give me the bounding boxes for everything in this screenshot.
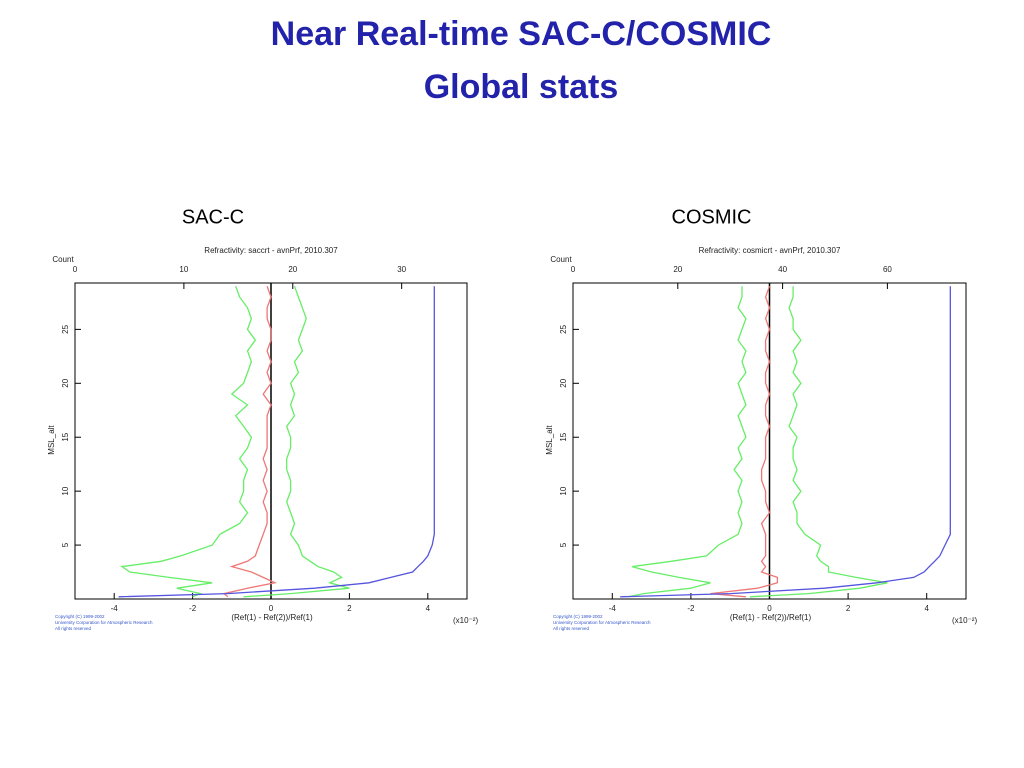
y-tick-label: 5 <box>559 542 568 547</box>
profile-line <box>749 286 888 598</box>
copyright: University Corporation for Atmospheric R… <box>553 620 651 625</box>
y-tick-label: 15 <box>61 432 70 441</box>
y-axis-label: MSL_alt <box>47 425 56 455</box>
profile-line <box>710 285 779 598</box>
slide-title: Global stats <box>424 68 619 106</box>
copyright: Copyright (C) 1999-2002 <box>553 614 603 619</box>
x2-tick-label: 20 <box>288 265 297 274</box>
x-tick-label: -2 <box>687 604 695 613</box>
copyright: Copyright (C) 1999-2002 <box>55 614 105 619</box>
x2-tick-label: 20 <box>673 265 682 274</box>
y-axis-label: MSL_alt <box>545 425 554 455</box>
slide-title: Near Real-time SAC-C/COSMIC <box>271 15 772 53</box>
y-tick-label: 5 <box>61 542 70 547</box>
y-tick-label: 25 <box>559 324 568 333</box>
x-tick-label: 2 <box>347 604 352 613</box>
copyright: All rights reserved <box>55 626 92 631</box>
section-heading: SAC-C <box>182 206 244 228</box>
x2-tick-label: 60 <box>883 265 892 274</box>
profile-line <box>222 285 277 598</box>
y-tick-label: 15 <box>559 432 568 441</box>
copyright: All rights reserved <box>553 626 590 631</box>
x-tick-label: 2 <box>846 604 851 613</box>
chart-title: Refractivity: cosmicrt - avnPrf, 2010.30… <box>699 246 841 255</box>
section-heading: COSMIC <box>672 206 752 228</box>
x2-tick-label: 0 <box>73 265 78 274</box>
x-tick-label: -4 <box>111 604 119 613</box>
profile-line <box>620 286 951 598</box>
x2-tick-label: 10 <box>179 265 188 274</box>
x-tick-label: -2 <box>189 604 197 613</box>
x-tick-label: 4 <box>426 604 431 613</box>
x-multiplier: (x10⁻²) <box>952 616 977 625</box>
y-tick-label: 10 <box>61 486 70 495</box>
x2-axis-label: Count <box>550 255 572 264</box>
y-tick-label: 25 <box>61 324 70 333</box>
profile-line <box>627 286 747 598</box>
x2-tick-label: 40 <box>778 265 787 274</box>
x-tick-label: -4 <box>609 604 617 613</box>
profile-line <box>243 285 350 598</box>
x-tick-label: 4 <box>924 604 929 613</box>
x2-axis-label: Count <box>52 255 74 264</box>
x-tick-label: 0 <box>767 604 772 613</box>
y-tick-label: 20 <box>61 378 70 387</box>
copyright: University Corporation for Atmospheric R… <box>55 620 153 625</box>
x-axis-label: (Ref(1) - Ref(2))/Ref(1) <box>231 613 313 622</box>
x-multiplier: (x10⁻²) <box>453 616 478 625</box>
x-tick-label: 0 <box>269 604 274 613</box>
x2-tick-label: 30 <box>397 265 406 274</box>
x2-tick-label: 0 <box>571 265 576 274</box>
chart-title: Refractivity: saccrt - avnPrf, 2010.307 <box>204 246 338 255</box>
y-tick-label: 10 <box>559 486 568 495</box>
x-axis-label: (Ref(1) - Ref(2))/Ref(1) <box>730 613 812 622</box>
y-tick-label: 20 <box>559 378 568 387</box>
profile-line <box>118 286 435 598</box>
profile-line <box>120 285 257 598</box>
